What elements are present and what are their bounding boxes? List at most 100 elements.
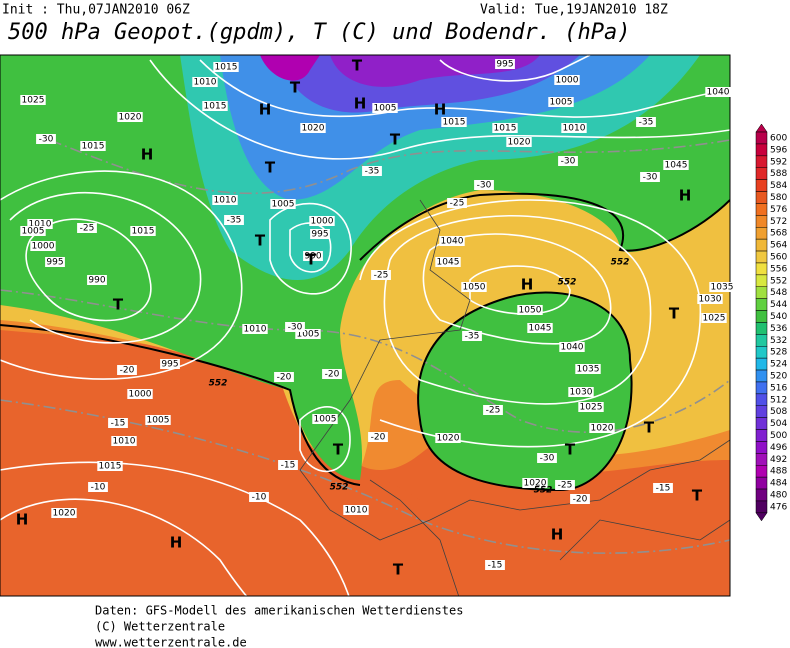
label-box — [117, 365, 137, 375]
label-box — [663, 160, 689, 170]
colorbar-cell — [755, 286, 768, 299]
pressure-center: T — [669, 305, 680, 323]
field-orange — [0, 360, 730, 596]
colorbar-label: 596 — [770, 145, 787, 155]
colorbar-cell — [755, 167, 768, 180]
pressure-center: H — [434, 101, 447, 119]
pressure-label: 1010 — [194, 78, 217, 88]
colorbar-cell — [755, 500, 768, 514]
label-box — [697, 294, 723, 304]
pressure-label: 1010 — [345, 506, 368, 516]
pressure-label: 1020 — [524, 479, 547, 489]
pressure-center: T — [333, 441, 344, 459]
pressure-center: H — [521, 276, 534, 294]
contour-552 — [0, 324, 361, 486]
geopotential-label: 552 — [558, 278, 577, 288]
isobar — [299, 406, 351, 473]
isobar — [383, 214, 652, 405]
pressure-center: T — [265, 159, 276, 177]
pressure-label: 1005 — [314, 415, 337, 425]
label-box — [461, 282, 487, 292]
temperature-line — [49, 139, 730, 195]
pressure-label: 1020 — [119, 113, 142, 123]
colorbar-cell — [755, 250, 768, 264]
label-box — [80, 141, 106, 151]
temperature-label: -25 — [80, 224, 95, 234]
pressure-label: 1010 — [214, 196, 237, 206]
temperature-label: -15 — [111, 419, 126, 429]
pressure-label: 1035 — [711, 283, 734, 293]
pressure-label: 1020 — [508, 138, 531, 148]
label-box — [117, 112, 143, 122]
label-box — [701, 313, 727, 323]
pressure-center: H — [551, 526, 564, 544]
label-box — [485, 560, 505, 570]
colorbar-cell — [755, 393, 768, 407]
label-box — [20, 95, 46, 105]
valid-time: Valid: Tue,19JAN2010 18Z — [480, 3, 668, 18]
label-box — [441, 117, 467, 127]
pressure-label: 1000 — [311, 217, 334, 227]
pressure-label: 1025 — [22, 96, 45, 106]
label-box — [322, 369, 342, 379]
pressure-center: H — [170, 534, 183, 552]
label-box — [192, 77, 218, 87]
label-box — [270, 199, 296, 209]
label-box — [575, 364, 601, 374]
colorbar-cell — [755, 227, 768, 240]
coastline — [299, 199, 730, 541]
pressure-label: 1015 — [443, 118, 466, 128]
pressure-label: 1020 — [437, 434, 460, 444]
label-box — [368, 432, 388, 442]
geopotential-label: 552 — [611, 258, 630, 268]
pressure-label: 1050 — [519, 306, 542, 316]
temperature-label: -30 — [477, 181, 492, 191]
colorbar-label: 524 — [770, 360, 787, 370]
label-box — [224, 215, 244, 225]
pressure-label: 1005 — [272, 200, 295, 210]
label-box — [705, 87, 731, 97]
colorbar-label: 512 — [770, 395, 787, 405]
pressure-label: 1005 — [297, 330, 320, 340]
colorbar-cell — [755, 381, 768, 395]
pressure-label: 1005 — [550, 98, 573, 108]
pressure-label: 1020 — [302, 124, 325, 134]
colorbar-label: 532 — [770, 336, 787, 346]
label-box — [285, 322, 305, 332]
colorbar-cell — [755, 453, 768, 466]
isobar — [269, 202, 352, 295]
temperature-label: -15 — [656, 484, 671, 494]
field-magenta — [260, 55, 320, 81]
pressure-label: 1000 — [129, 390, 152, 400]
colorbar-label: 568 — [770, 229, 787, 239]
temperature-label: -25 — [450, 199, 465, 209]
label-box — [537, 453, 557, 463]
pressure-label: 1010 — [29, 220, 52, 230]
temperature-label: -25 — [486, 406, 501, 416]
label-box — [578, 402, 604, 412]
pressure-label: 1040 — [707, 88, 730, 98]
pressure-center: T — [255, 232, 266, 250]
colorbar-cell — [755, 346, 768, 359]
init-time: Init : Thu,07JAN2010 06Z — [2, 3, 190, 18]
pressure-label: 1015 — [99, 462, 122, 472]
pressure-label: 1000 — [32, 242, 55, 252]
temperature-label: -20 — [371, 433, 386, 443]
colorbar-cell — [755, 476, 768, 490]
temperature-label: -10 — [91, 483, 106, 493]
colorbar-cell — [755, 441, 768, 454]
pressure-center: T — [306, 251, 317, 269]
colorbar-cell — [755, 179, 768, 192]
colorbar-cell — [755, 262, 768, 276]
colorbar-label: 548 — [770, 288, 787, 298]
label-box — [474, 180, 494, 190]
field-purple — [330, 55, 540, 87]
isobar — [469, 265, 571, 315]
geopotential-label: 552 — [534, 486, 553, 496]
colorbar-label: 592 — [770, 157, 787, 167]
colorbar-cell — [755, 191, 768, 204]
label-box — [554, 75, 580, 85]
temperature-label: -30 — [288, 323, 303, 333]
colorbar-label: 544 — [770, 300, 787, 310]
pressure-center: H — [354, 95, 367, 113]
